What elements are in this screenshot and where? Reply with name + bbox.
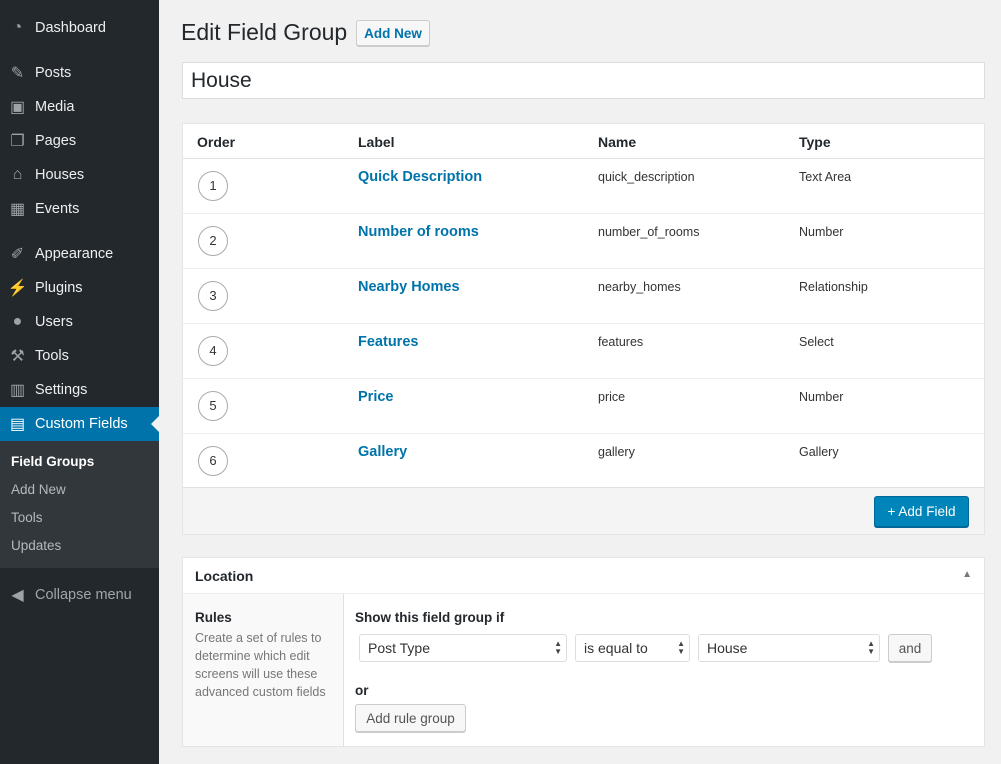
page-title: Edit Field Group [181, 19, 348, 45]
sidebar-item-posts[interactable]: ✎ Posts [0, 56, 159, 90]
param-select[interactable]: Post Type ▲ ▼ [359, 634, 567, 662]
sidebar-item-custom-fields[interactable]: ▤ Custom Fields [0, 407, 159, 441]
collapse-menu-button[interactable]: ◀ Collapse menu [0, 578, 159, 612]
home-icon: ⌂ [12, 166, 23, 183]
fields-footer: + Add Field [183, 487, 984, 534]
col-type: Type [799, 134, 831, 150]
order-badge[interactable]: 1 [198, 171, 228, 201]
field-type: Number [799, 225, 844, 239]
user-icon: ● [12, 313, 23, 330]
wrench-icon: ⚒ [10, 348, 25, 365]
sidebar-item-label: Settings [35, 382, 88, 398]
field-label-link[interactable]: Nearby Homes [358, 279, 460, 295]
submenu-updates[interactable]: Updates [11, 538, 62, 553]
select-arrows-icon: ▲ ▼ [677, 639, 685, 656]
sidebar-item-label: Events [35, 201, 80, 217]
order-badge[interactable]: 5 [198, 391, 228, 421]
sidebar-item-label: Appearance [35, 246, 114, 262]
sidebar-item-label: Dashboard [35, 20, 106, 36]
field-name: quick_description [598, 170, 695, 184]
collapse-icon: ◀ [11, 587, 24, 604]
sidebar-item-label: Plugins [35, 280, 83, 296]
fields-table: Order Label Name Type 1 Quick Description… [182, 123, 985, 535]
table-row: 1 Quick Description quick_description Text … [183, 159, 984, 214]
value-select[interactable]: House ▲ ▼ [698, 634, 880, 662]
order-badge[interactable]: 3 [198, 281, 228, 311]
custom-fields-icon: ▤ [9, 416, 26, 433]
sidebar-item-dashboard[interactable]: ◔ Dashboard [0, 11, 159, 45]
col-order: Order [197, 134, 236, 150]
sidebar-item-users[interactable]: ● Users [0, 305, 159, 339]
settings-icon: ▥ [9, 382, 26, 399]
sidebar-item-plugins[interactable]: ⚡ Plugins [0, 271, 159, 305]
add-rule-group-button[interactable]: Add rule group [355, 704, 466, 732]
table-row: 2 Number of rooms number_of_rooms Number [183, 214, 984, 269]
sidebar-item-label: Tools [35, 348, 69, 364]
sidebar-item-events[interactable]: ▦ Events [0, 192, 159, 226]
custom-fields-submenu: Field Groups Add New Tools Updates [0, 441, 159, 568]
table-header: Order Label Name Type [183, 124, 984, 159]
col-name: Name [598, 134, 637, 150]
field-label-link[interactable]: Features [358, 334, 419, 350]
field-type: Number [799, 390, 844, 404]
calendar-icon: ▦ [9, 201, 26, 218]
field-name: price [598, 390, 626, 404]
sidebar-item-houses[interactable]: ⌂ Houses [0, 158, 159, 192]
add-field-button[interactable]: + Add Field [874, 496, 969, 527]
sidebar-item-label: Users [35, 314, 73, 330]
order-badge[interactable]: 2 [198, 226, 228, 256]
collapse-arrow-icon[interactable]: ▲ [962, 569, 972, 580]
select-arrows-icon: ▲ ▼ [867, 639, 875, 656]
plugin-icon: ⚡ [7, 280, 28, 297]
title-input[interactable]: House [182, 62, 985, 99]
sidebar-item-tools[interactable]: ⚒ Tools [0, 339, 159, 373]
field-type: Relationship [799, 280, 868, 294]
rules-editor: Show this field group if Post Type ▲ ▼ is … [344, 594, 984, 746]
sidebar-item-label: Posts [35, 65, 72, 81]
pages-icon: ❐ [10, 133, 25, 150]
col-label: Label [358, 134, 395, 150]
sidebar-item-label: Houses [35, 167, 85, 183]
sidebar-item-pages[interactable]: ❐ Pages [0, 124, 159, 158]
field-label-link[interactable]: Number of rooms [358, 224, 479, 240]
sidebar-item-settings[interactable]: ▥ Settings [0, 373, 159, 407]
brush-icon: ✐ [10, 246, 25, 263]
submenu-field-groups[interactable]: Field Groups [11, 454, 95, 469]
sidebar-item-media[interactable]: ▣ Media [0, 90, 159, 124]
media-icon: ▣ [9, 99, 26, 116]
rules-description: Rules Create a set of rules to determine… [183, 594, 344, 746]
sidebar-item-label: Custom Fields [35, 416, 128, 432]
table-row: 3 Nearby Homes nearby_homes Relationship [183, 269, 984, 324]
field-type: Text Area [799, 170, 852, 184]
table-row: 5 Price price Number [183, 379, 984, 434]
field-name: gallery [598, 445, 635, 459]
add-new-button[interactable]: Add New [356, 20, 430, 46]
sidebar-item-label: Pages [35, 133, 77, 149]
select-arrows-icon: ▲ ▼ [554, 639, 562, 656]
operator-select[interactable]: is equal to ▲ ▼ [575, 634, 690, 662]
sidebar-item-appearance[interactable]: ✐ Appearance [0, 237, 159, 271]
field-label-link[interactable]: Quick Description [358, 169, 483, 185]
admin-sidebar: ◔ Dashboard ✎ Posts ▣ Media ❐ Pages ⌂ Houses ▦ Even… [0, 0, 159, 764]
order-badge[interactable]: 4 [198, 336, 228, 366]
order-badge[interactable]: 6 [198, 446, 228, 476]
field-type: Gallery [799, 445, 839, 459]
sidebar-item-label: Media [35, 99, 75, 115]
field-type: Select [799, 335, 834, 349]
field-label-link[interactable]: Price [358, 389, 394, 405]
dashboard-icon: ◔ [12, 19, 23, 36]
pin-icon: ✎ [10, 65, 25, 82]
location-box: Location ▲ Rules Create a set of rules to… [182, 557, 985, 747]
table-row: 6 Gallery gallery Gallery [183, 434, 984, 489]
field-name: features [598, 335, 644, 349]
field-label-link[interactable]: Gallery [358, 444, 408, 460]
submenu-add-new[interactable]: Add New [11, 482, 66, 497]
table-row: 4 Features features Select [183, 324, 984, 379]
and-button[interactable]: and [888, 634, 932, 662]
submenu-tools[interactable]: Tools [11, 510, 43, 525]
field-name: number_of_rooms [598, 225, 700, 239]
field-name: nearby_homes [598, 280, 681, 294]
location-header[interactable]: Location ▲ [183, 558, 984, 594]
